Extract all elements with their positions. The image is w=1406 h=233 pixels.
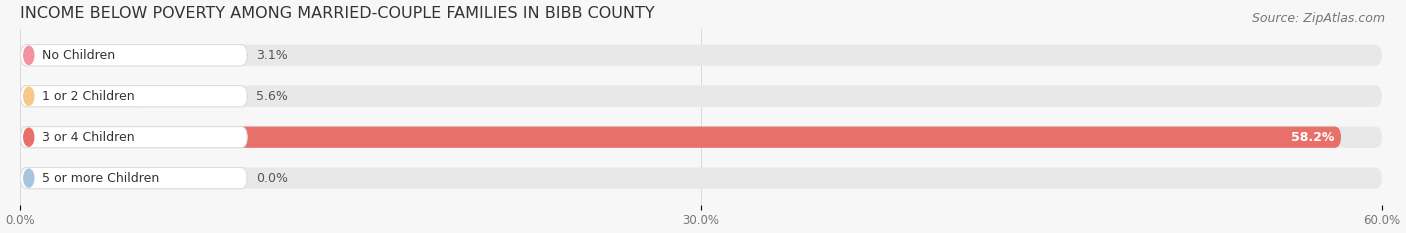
Circle shape bbox=[24, 169, 34, 187]
FancyBboxPatch shape bbox=[20, 45, 247, 66]
FancyBboxPatch shape bbox=[20, 168, 1382, 189]
Text: 1 or 2 Children: 1 or 2 Children bbox=[42, 90, 135, 103]
Text: 58.2%: 58.2% bbox=[1291, 131, 1334, 144]
FancyBboxPatch shape bbox=[20, 127, 1341, 148]
Circle shape bbox=[24, 46, 34, 64]
Text: 5.6%: 5.6% bbox=[256, 90, 288, 103]
Circle shape bbox=[24, 87, 34, 105]
FancyBboxPatch shape bbox=[20, 86, 1382, 107]
Text: 5 or more Children: 5 or more Children bbox=[42, 172, 159, 185]
FancyBboxPatch shape bbox=[20, 45, 1382, 66]
Text: 3 or 4 Children: 3 or 4 Children bbox=[42, 131, 135, 144]
Text: 0.0%: 0.0% bbox=[256, 172, 288, 185]
FancyBboxPatch shape bbox=[20, 168, 247, 189]
Text: INCOME BELOW POVERTY AMONG MARRIED-COUPLE FAMILIES IN BIBB COUNTY: INCOME BELOW POVERTY AMONG MARRIED-COUPL… bbox=[20, 6, 655, 21]
Text: 3.1%: 3.1% bbox=[256, 49, 288, 62]
FancyBboxPatch shape bbox=[20, 127, 247, 148]
FancyBboxPatch shape bbox=[20, 86, 247, 107]
FancyBboxPatch shape bbox=[20, 86, 148, 107]
Text: Source: ZipAtlas.com: Source: ZipAtlas.com bbox=[1251, 12, 1385, 25]
FancyBboxPatch shape bbox=[20, 127, 1382, 148]
Text: No Children: No Children bbox=[42, 49, 115, 62]
FancyBboxPatch shape bbox=[20, 45, 91, 66]
Circle shape bbox=[24, 128, 34, 146]
